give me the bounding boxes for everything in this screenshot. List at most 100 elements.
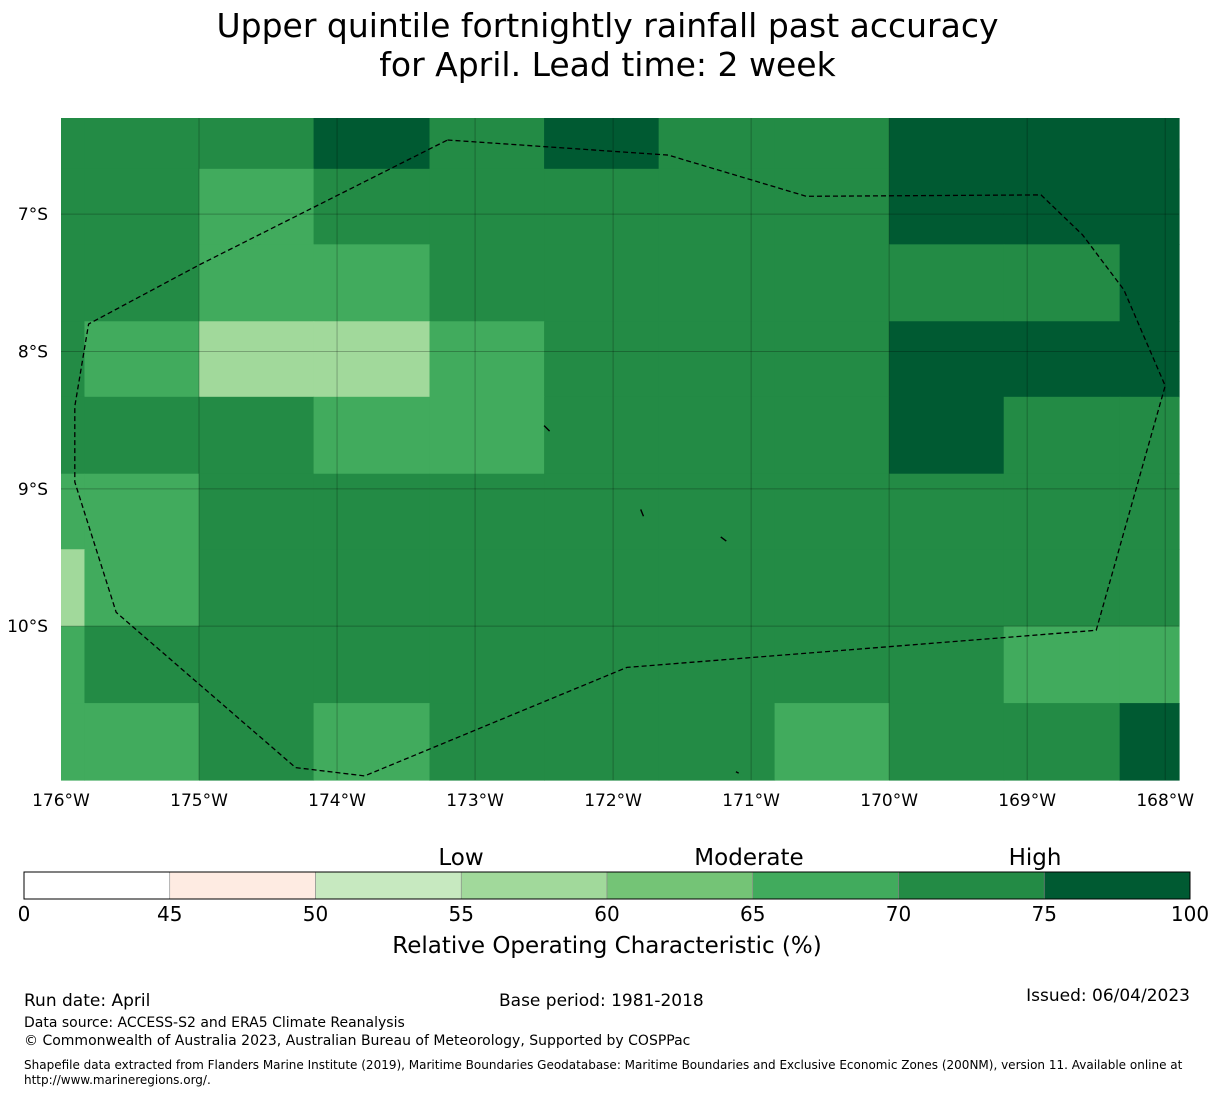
grid-cell [1119,703,1180,781]
grid-cell [1119,168,1180,245]
lon-tick-label: 172°W [584,791,642,811]
grid-cell [774,549,890,627]
grid-cell [1003,703,1121,781]
category-label-high: High [1009,845,1062,871]
grid-cell [429,168,545,245]
grid-cell [544,703,660,781]
grid-cell [61,703,86,781]
colorbar-segment [23,871,171,900]
grid-cell [61,396,86,475]
grid-cell [84,244,200,322]
grid-cell [61,473,86,550]
grid-cell [544,118,660,170]
grid-cell [774,473,890,550]
grid-cell [84,321,200,398]
grid-cell [889,549,1005,627]
issued-date: Issued: 06/04/2023 [1026,986,1190,1006]
grid-cell [658,703,776,781]
grid-cell [199,244,315,322]
map-gridlines [61,118,1179,780]
map-grid-cells [61,118,1180,781]
colorbar-segments [23,871,1191,900]
grid-cell [774,168,890,245]
grid-cell [61,321,86,398]
colorbar-segment [898,871,1045,900]
roc-map: 176°W 175°W 174°W 173°W 172°W 171°W 170°W 169°W… [7,118,1194,811]
grid-cell [658,118,776,170]
grid-cell [658,244,776,322]
latitude-ticks: 7°S 8°S 9°S 10°S [7,205,48,637]
grid-cell [774,321,890,398]
eez-boundary [74,139,1166,777]
grid-cell [774,244,890,322]
grid-cell [84,473,200,550]
chart-title: Upper quintile fortnightly rainfall past… [0,6,1215,84]
base-period: Base period: 1981-2018 [499,991,704,1011]
grid-cell [199,321,315,398]
grid-cell [889,473,1005,550]
copyright: © Commonwealth of Australia 2023, Austra… [24,1033,691,1049]
grid-cell [429,118,545,170]
grid-cell [889,244,1005,322]
colorbar-tick-label: 100 [1171,902,1209,926]
data-source: Data source: ACCESS-S2 and ERA5 Climate … [24,1015,405,1031]
island-outline [543,425,551,432]
lat-tick-label: 8°S [18,342,48,362]
grid-cell [544,168,660,245]
grid-cell [313,244,431,322]
grid-cell [544,244,660,322]
grid-cell [199,396,315,475]
grid-cell [61,118,86,170]
lat-tick-label: 10°S [7,617,48,637]
grid-cell [61,168,86,245]
grid-cell [544,626,660,704]
grid-cell [889,703,1005,781]
grid-cell [429,244,545,322]
grid-cell [429,473,545,550]
grid-cell [199,118,315,170]
grid-cell [199,703,315,781]
grid-cell [1003,118,1121,170]
grid-cell [313,626,431,704]
grid-cell [429,626,545,704]
grid-cell [429,703,545,781]
category-label-moderate: Moderate [694,845,803,871]
grid-cell [774,118,890,170]
colorbar-tick-label: 50 [303,902,328,926]
grid-cell [429,549,545,627]
grid-cell [199,168,315,245]
grid-cell [658,396,776,475]
colorbar-tick-label: 75 [1032,902,1057,926]
colorbar-xlabel: Relative Operating Characteristic (%) [392,933,821,959]
grid-cell [544,549,660,627]
grid-cell [658,549,776,627]
grid-cell [61,626,86,704]
grid-cell [658,626,776,704]
grid-cell [199,549,315,627]
grid-cell [889,396,1005,475]
grid-cell [1003,626,1121,704]
grid-cell [61,244,86,322]
grid-cell [1119,321,1180,398]
title-line-1: Upper quintile fortnightly rainfall past… [216,6,999,45]
lon-tick-label: 173°W [446,791,504,811]
grid-cell [544,473,660,550]
lon-tick-label: 174°W [308,791,366,811]
grid-cell [313,549,431,627]
lon-tick-label: 170°W [860,791,918,811]
island-outline [735,771,740,774]
island-outline [640,509,645,517]
colorbar-ticks: 0 45 50 55 60 65 70 75 100 [18,902,1209,926]
grid-cell [84,168,200,245]
lon-tick-label: 176°W [32,791,90,811]
colorbar-category-labels: Low Moderate High [438,845,1061,871]
grid-cell [84,549,200,627]
lat-tick-label: 7°S [18,205,48,225]
colorbar-segment [460,871,608,900]
grid-cell [313,321,431,398]
grid-cell [774,396,890,475]
grid-cell [1119,118,1180,170]
colorbar-tick-label: 70 [886,902,911,926]
grid-cell [889,168,1005,245]
grid-cell [1003,321,1121,398]
